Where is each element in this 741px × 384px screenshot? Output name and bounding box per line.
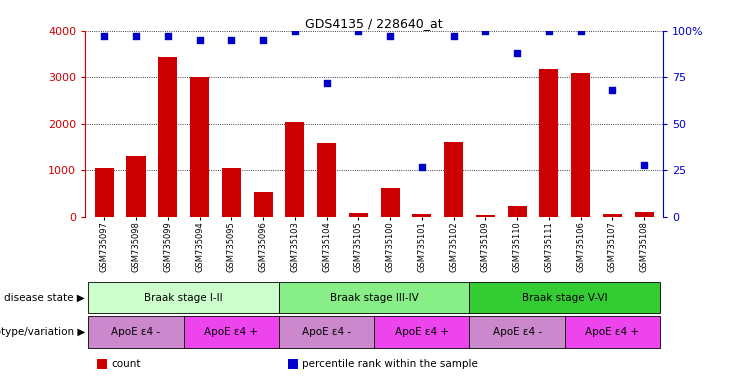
Bar <box>508 206 527 217</box>
Bar <box>470 316 565 348</box>
Point <box>448 33 459 40</box>
Point <box>193 37 205 43</box>
Bar <box>444 142 463 217</box>
Point <box>606 87 618 93</box>
Bar <box>253 192 273 217</box>
Bar <box>571 73 590 217</box>
Point <box>416 164 428 170</box>
Bar <box>603 214 622 217</box>
Bar <box>184 316 279 348</box>
Point <box>638 162 650 168</box>
Text: Braak stage III-IV: Braak stage III-IV <box>330 293 419 303</box>
Bar <box>159 57 177 217</box>
Text: disease state ▶: disease state ▶ <box>4 293 85 303</box>
Text: genotype/variation ▶: genotype/variation ▶ <box>0 327 85 337</box>
Point <box>162 33 173 40</box>
Bar <box>127 156 145 217</box>
Text: percentile rank within the sample: percentile rank within the sample <box>302 359 478 369</box>
Bar <box>97 359 107 369</box>
Bar <box>412 214 431 217</box>
Bar <box>88 316 184 348</box>
Point <box>543 28 555 34</box>
Point <box>575 28 587 34</box>
Bar <box>470 282 660 313</box>
Bar <box>349 213 368 217</box>
Point <box>321 80 333 86</box>
Point <box>353 28 365 34</box>
Text: Braak stage V-VI: Braak stage V-VI <box>522 293 608 303</box>
Text: ApoE ε4 +: ApoE ε4 + <box>395 327 449 337</box>
Bar <box>279 316 374 348</box>
Text: ApoE ε4 -: ApoE ε4 - <box>111 327 161 337</box>
Bar <box>222 167 241 217</box>
Point <box>257 37 269 43</box>
Point <box>479 28 491 34</box>
Point <box>130 33 142 40</box>
Point <box>511 50 523 56</box>
Point <box>225 37 237 43</box>
Text: count: count <box>111 359 141 369</box>
Bar <box>565 316 660 348</box>
Text: ApoE ε4 -: ApoE ε4 - <box>493 327 542 337</box>
Bar <box>374 316 470 348</box>
Point <box>99 33 110 40</box>
Bar <box>317 143 336 217</box>
Bar <box>285 121 305 217</box>
Bar <box>381 188 399 217</box>
Bar <box>95 168 114 217</box>
Title: GDS4135 / 228640_at: GDS4135 / 228640_at <box>305 17 443 30</box>
Bar <box>279 282 470 313</box>
Point <box>289 28 301 34</box>
Text: ApoE ε4 +: ApoE ε4 + <box>585 327 639 337</box>
Bar <box>190 77 209 217</box>
Point <box>384 33 396 40</box>
Text: Braak stage I-II: Braak stage I-II <box>144 293 223 303</box>
Bar <box>288 359 298 369</box>
Text: ApoE ε4 -: ApoE ε4 - <box>302 327 351 337</box>
Bar <box>634 212 654 217</box>
Bar <box>539 69 559 217</box>
Bar <box>476 215 495 217</box>
Text: ApoE ε4 +: ApoE ε4 + <box>205 327 259 337</box>
Bar <box>88 282 279 313</box>
